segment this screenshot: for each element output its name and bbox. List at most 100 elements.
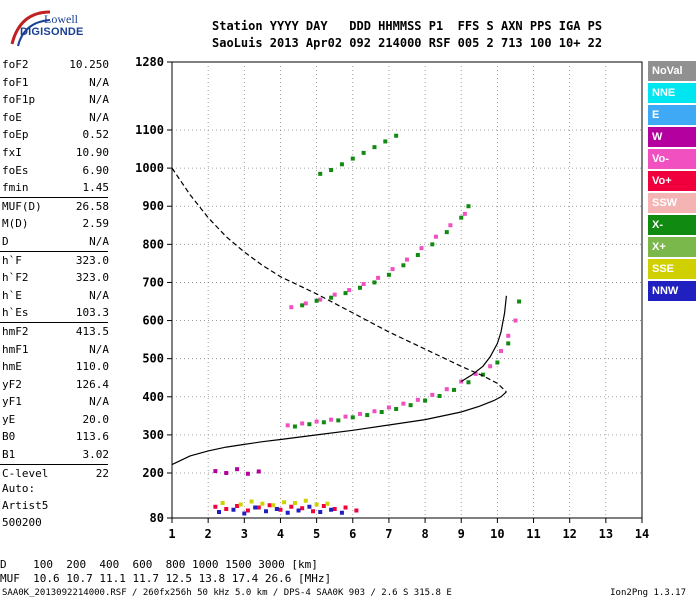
param-row: foEs 6.90 xyxy=(0,162,112,180)
echo-point xyxy=(350,415,355,420)
param-separator xyxy=(0,196,108,198)
echo-point xyxy=(499,349,503,354)
echo-point xyxy=(314,419,319,424)
x-tick-label: 11 xyxy=(526,527,540,541)
echo-point xyxy=(376,275,381,280)
echo-point xyxy=(329,295,334,300)
echo-point xyxy=(372,409,377,414)
echo-point xyxy=(466,380,471,385)
echo-point xyxy=(264,509,268,514)
echo-point xyxy=(354,508,359,513)
param-name: foEp xyxy=(2,128,29,142)
autoscaling-info: Auto: Artist5 500200 xyxy=(2,480,48,531)
file-info-footer: SAA0K_2013092214000.RSF / 260fx256h 50 k… xyxy=(2,588,452,598)
param-value: 20.0 xyxy=(82,412,110,426)
param-value: 10.90 xyxy=(75,145,109,159)
plot-area xyxy=(171,61,643,519)
echo-point xyxy=(506,341,511,346)
param-name: B0 xyxy=(2,430,16,444)
echo-point xyxy=(314,502,319,507)
param-value: 0.52 xyxy=(82,128,110,142)
param-row: foF1p N/A xyxy=(0,91,112,109)
x-tick-label: 9 xyxy=(458,527,465,541)
param-value: 323.0 xyxy=(75,253,109,267)
param-name: B1 xyxy=(2,448,16,462)
param-name: C-level xyxy=(2,466,49,480)
param-value: N/A xyxy=(89,342,109,356)
echo-point xyxy=(245,471,250,476)
param-value: N/A xyxy=(89,234,109,248)
param-value: 22 xyxy=(95,466,109,480)
param-value: N/A xyxy=(89,288,109,302)
echo-point xyxy=(433,234,438,239)
y-tick-label: 500 xyxy=(142,352,164,366)
echo-point xyxy=(372,145,377,150)
muf-values-row: MUF 10.6 10.7 11.1 11.7 12.5 13.8 17.4 2… xyxy=(0,572,332,585)
echo-point xyxy=(423,398,428,403)
echo-point xyxy=(386,405,391,410)
logo-arc-icon xyxy=(10,10,51,47)
echo-point xyxy=(347,288,352,293)
logo-text-lowell: Lowell xyxy=(44,12,78,26)
echo-point xyxy=(408,403,413,408)
echo-point xyxy=(365,413,370,418)
param-row: foF2 10.250 xyxy=(0,56,112,74)
echo-point xyxy=(459,215,464,220)
echo-point xyxy=(249,499,254,504)
echo-point xyxy=(437,394,442,399)
echo-point xyxy=(350,156,355,161)
y-tick-label: 80 xyxy=(150,511,164,525)
echo-point xyxy=(466,204,471,209)
param-separator xyxy=(0,250,108,252)
param-name: foE xyxy=(2,110,22,124)
echo-point xyxy=(292,424,297,429)
y-tick-label: 700 xyxy=(142,275,164,289)
digisonde-logo: Lowell DIGISONDE xyxy=(6,4,116,48)
param-value: 1.45 xyxy=(82,181,110,195)
echo-point xyxy=(278,507,283,512)
echo-point xyxy=(332,292,337,297)
param-name: hmF2 xyxy=(2,324,29,338)
echo-point xyxy=(300,421,305,426)
param-name: h`F xyxy=(2,253,22,267)
echo-point xyxy=(372,280,377,285)
echo-point xyxy=(289,504,294,509)
echo-point xyxy=(452,387,456,392)
param-row: B0 113.6 xyxy=(0,428,112,446)
echo-point xyxy=(282,500,287,505)
param-row: yE 20.0 xyxy=(0,411,112,429)
param-name: MUF(D) xyxy=(2,199,42,213)
echo-point xyxy=(224,471,229,475)
param-row: hmF1 N/A xyxy=(0,341,112,359)
echo-point xyxy=(383,139,388,144)
echo-point xyxy=(307,504,312,509)
echo-point xyxy=(307,422,312,427)
x-tick-label: 5 xyxy=(313,527,320,541)
echo-point xyxy=(235,467,240,472)
param-row: D N/A xyxy=(0,233,112,251)
param-name: h`F2 xyxy=(2,271,29,285)
param-row: MUF(D) 26.58 xyxy=(0,198,112,216)
echo-point xyxy=(415,253,420,258)
echo-point xyxy=(343,291,348,296)
echo-point xyxy=(448,223,453,228)
param-name: yE xyxy=(2,412,16,426)
legend-item: NoVal xyxy=(648,61,696,81)
echo-point xyxy=(271,503,276,508)
y-tick-label: 200 xyxy=(142,466,164,480)
echo-point xyxy=(224,507,229,511)
echo-point xyxy=(245,508,250,513)
param-row: h`F 323.0 xyxy=(0,252,112,270)
scaled-parameters-panel: foF2 10.250 foF1 N/A foF1p N/A foE N/A foEp 0.52 f… xyxy=(0,56,112,482)
echo-point xyxy=(303,301,308,306)
echo-point xyxy=(444,387,449,392)
echo-point xyxy=(361,150,366,155)
param-value: N/A xyxy=(89,93,109,107)
param-row: h`F2 323.0 xyxy=(0,269,112,287)
param-row: hmE 110.0 xyxy=(0,358,112,376)
echo-point xyxy=(339,510,344,515)
echo-point xyxy=(292,501,297,505)
echo-point xyxy=(217,510,221,514)
legend-item: SSE xyxy=(648,259,696,279)
echo-point xyxy=(325,501,330,506)
